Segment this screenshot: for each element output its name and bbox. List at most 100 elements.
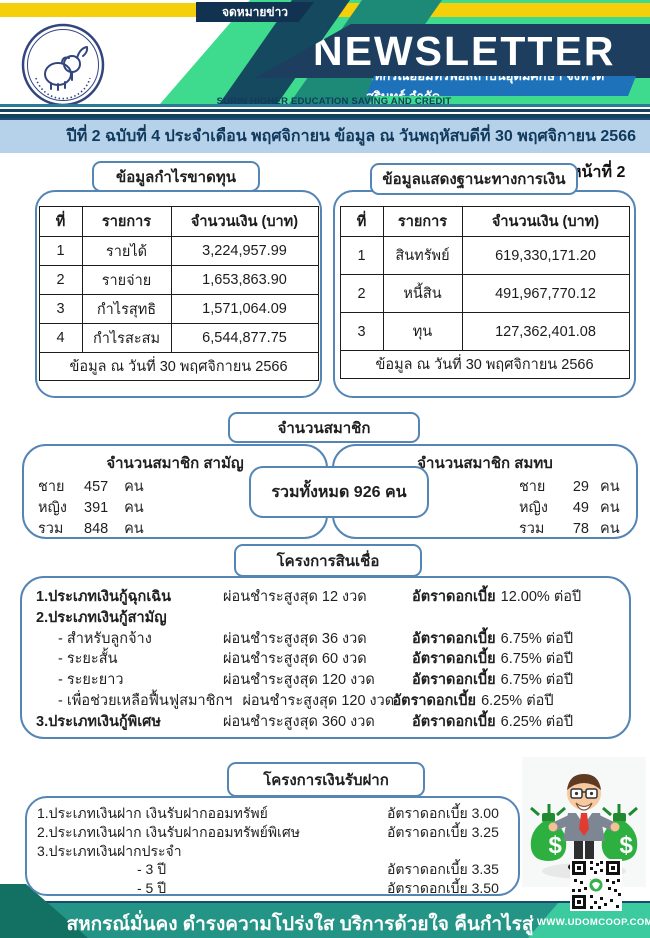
regular-members-title: จำนวนสมาชิก สามัญ xyxy=(106,455,244,472)
loan-rate-label: อัตราดอกเบี้ย xyxy=(412,672,496,689)
loan-row: - สำหรับลูกจ้าง ผ่อนชำระสูงสุด 36 งวด อั… xyxy=(36,629,619,650)
loan-row: 2.ประเภทเงินกู้สามัญ xyxy=(36,608,619,629)
table-row: 2 รายจ่าย 1,653,863.90 xyxy=(38,265,319,295)
member-count: 848 xyxy=(84,521,109,537)
row-index: 2 xyxy=(38,265,83,295)
member-unit: คน xyxy=(124,500,144,516)
qr-code-icon xyxy=(570,859,622,911)
loan-name: 1.ประเภทเงินกู้ฉุกเฉิน xyxy=(36,589,172,605)
issue-line: ปีที่ 2 ฉบับที่ 4 ประจำเดือน พฤศจิกายน ข… xyxy=(66,128,636,145)
deposit-name: 1.ประเภทเงินฝาก เงินรับฝากออมทรัพย์ xyxy=(37,805,268,821)
loan-term: ผ่อนชำระสูงสุด 12 งวด xyxy=(223,589,367,605)
qr-code xyxy=(570,859,622,911)
financial-table-title: ข้อมูลแสดงฐานะทางการเงิน xyxy=(370,163,578,195)
row-amount: 1,653,863.90 xyxy=(170,265,319,295)
loan-row: - ระยะสั้น ผ่อนชำระสูงสุด 60 งวด อัตราดอ… xyxy=(36,649,619,670)
financial-table: ที่ รายการ จำนวนเงิน (บาท) 1 สินทรัพย์ 6… xyxy=(339,206,630,379)
members-grand-total: รวมทั้งหมด 926 คน xyxy=(249,466,429,518)
loan-rate-label: อัตราดอกเบี้ย xyxy=(412,589,496,605)
loan-term: ผ่อนชำระสูงสุด 120 งวด xyxy=(223,672,375,689)
loan-rate-label: อัตราดอกเบี้ย xyxy=(412,630,496,647)
footer-slogan: สหกรณ์มั่นคง ดำรงความโปร่งใส บริการด้วยใ… xyxy=(66,914,534,935)
member-unit: คน xyxy=(124,521,144,537)
member-count: 29 xyxy=(572,479,589,495)
footer-teal-banner xyxy=(0,903,558,938)
deposit-rate: อัตราดอกเบี้ย 3.25 xyxy=(387,823,499,840)
member-count: 78 xyxy=(572,521,589,537)
loan-rate-value: 6.75% ต่อปี xyxy=(500,630,574,647)
money-man-icon: $ $ xyxy=(530,774,638,879)
footer-website: WWW.UDOMCOOP.COM xyxy=(537,917,650,928)
row-amount: 1,571,064.09 xyxy=(170,294,319,324)
column-header: ที่ xyxy=(339,206,384,237)
column-header: รายการ xyxy=(382,206,463,237)
deposits-card: 1.ประเภทเงินฝาก เงินรับฝากออมทรัพย์ อัตร… xyxy=(25,796,520,896)
table-header-row: ที่ รายการ จำนวนเงิน (บาท) xyxy=(38,206,319,237)
member-row: รวม 78 คน xyxy=(334,519,624,540)
loan-rate-value: 6.75% ต่อปี xyxy=(500,651,574,668)
row-index: 1 xyxy=(339,236,384,275)
loan-row: - ระยะยาว ผ่อนชำระสูงสุด 120 งวด อัตราดอ… xyxy=(36,670,619,691)
loan-name: 2.ประเภทเงินกู้สามัญ xyxy=(36,609,167,626)
loan-term: ผ่อนชำระสูงสุด 60 งวด xyxy=(223,651,367,668)
table-row: 1 สินทรัพย์ 619,330,171.20 xyxy=(339,236,630,275)
member-row: ชาย 457 คน xyxy=(38,477,326,498)
row-index: 4 xyxy=(38,323,83,353)
member-row: หญิง 391 คน xyxy=(38,498,326,519)
divider-stripe xyxy=(0,107,650,109)
divider-stripe xyxy=(0,104,650,107)
row-item: สินทรัพย์ xyxy=(382,236,463,275)
loan-term: ผ่อนชำระสูงสุด 360 งวด xyxy=(223,713,375,730)
table-row: 4 กำไรสะสม 6,544,877.75 xyxy=(38,323,319,353)
table-row: 3 กำไรสุทธิ 1,571,064.09 xyxy=(38,294,319,324)
loan-rate: อัตราดอกเบี้ย 12.00% ต่อปี xyxy=(412,587,581,608)
elephant-logo-icon xyxy=(21,23,105,107)
page-number: หน้าที่ 2 xyxy=(571,164,626,181)
deposit-name: - 5 ปี xyxy=(137,880,167,897)
loan-name: - เพื่อช่วยเหลือฟื้นฟูสมาชิกฯ xyxy=(58,692,233,709)
column-header: จำนวนเงิน (บาท) xyxy=(170,206,319,237)
loan-rate xyxy=(412,608,417,629)
loan-rate: อัตราดอกเบี้ย 6.25% ต่อปี xyxy=(392,691,553,712)
loan-rate-value: 12.00% ต่อปี xyxy=(500,589,582,605)
divider-stripe xyxy=(0,109,650,112)
member-label: รวม xyxy=(38,521,64,537)
loan-name: 3.ประเภทเงินกู้พิเศษ xyxy=(36,713,161,730)
loan-rate-label: อัตราดอกเบี้ย xyxy=(392,692,477,709)
member-unit: คน xyxy=(600,521,620,537)
member-row: ชาย 29 คน xyxy=(334,477,624,498)
table-row: 2 หนี้สิน 491,967,770.12 xyxy=(339,274,630,313)
deposit-row: 2.ประเภทเงินฝาก เงินรับฝากออมทรัพย์พิเศษ… xyxy=(37,823,508,842)
member-label: หญิง xyxy=(38,500,67,516)
loan-rate: อัตราดอกเบี้ย 6.75% ต่อปี xyxy=(412,629,573,650)
newsletter-kicker-banner: จดหมายข่าว xyxy=(196,2,314,22)
loans-card: 1.ประเภทเงินกู้ฉุกเฉิน ผ่อนชำระสูงสุด 12… xyxy=(20,576,631,739)
newsletter-title: NEWSLETTER xyxy=(313,27,616,74)
table-header-row: ที่ รายการ จำนวนเงิน (บาท) xyxy=(339,206,630,237)
financial-card: ที่ รายการ จำนวนเงิน (บาท) 1 สินทรัพย์ 6… xyxy=(333,190,636,398)
member-label: ชาย xyxy=(38,479,65,495)
loan-rate-label: อัตราดอกเบี้ย xyxy=(412,651,496,668)
loan-rate: อัตราดอกเบี้ย 6.25% ต่อปี xyxy=(412,712,573,733)
loan-term: ผ่อนชำระสูงสุด 36 งวด xyxy=(223,630,367,647)
deposits-section-title: โครงการเงินรับฝาก xyxy=(227,762,425,797)
loan-rate-label: อัตราดอกเบี้ย xyxy=(412,713,496,730)
deposit-rate: อัตราดอกเบี้ย 3.00 xyxy=(387,805,499,821)
divider-stripe xyxy=(0,114,650,118)
cooperative-logo xyxy=(20,22,106,108)
loan-rate-value: 6.25% ต่อปี xyxy=(500,713,574,730)
associate-members-title: จำนวนสมาชิก สมทบ xyxy=(417,455,553,472)
table-row: 1 รายได้ 3,224,957.99 xyxy=(38,236,319,266)
deposit-name: - 3 ปี xyxy=(137,861,167,878)
member-unit: คน xyxy=(600,479,620,495)
row-index: 3 xyxy=(339,312,384,351)
loan-row: - เพื่อช่วยเหลือฟื้นฟูสมาชิกฯ ผ่อนชำระสู… xyxy=(36,691,619,712)
loan-rate: อัตราดอกเบี้ย 6.75% ต่อปี xyxy=(412,670,573,691)
row-item: หนี้สิน xyxy=(382,274,463,313)
loan-term xyxy=(223,608,412,629)
member-unit: คน xyxy=(124,479,144,495)
loans-list: 1.ประเภทเงินกู้ฉุกเฉิน ผ่อนชำระสูงสุด 12… xyxy=(22,578,629,739)
member-label: รวม xyxy=(518,521,545,537)
dollar-sign: $ xyxy=(620,832,634,859)
